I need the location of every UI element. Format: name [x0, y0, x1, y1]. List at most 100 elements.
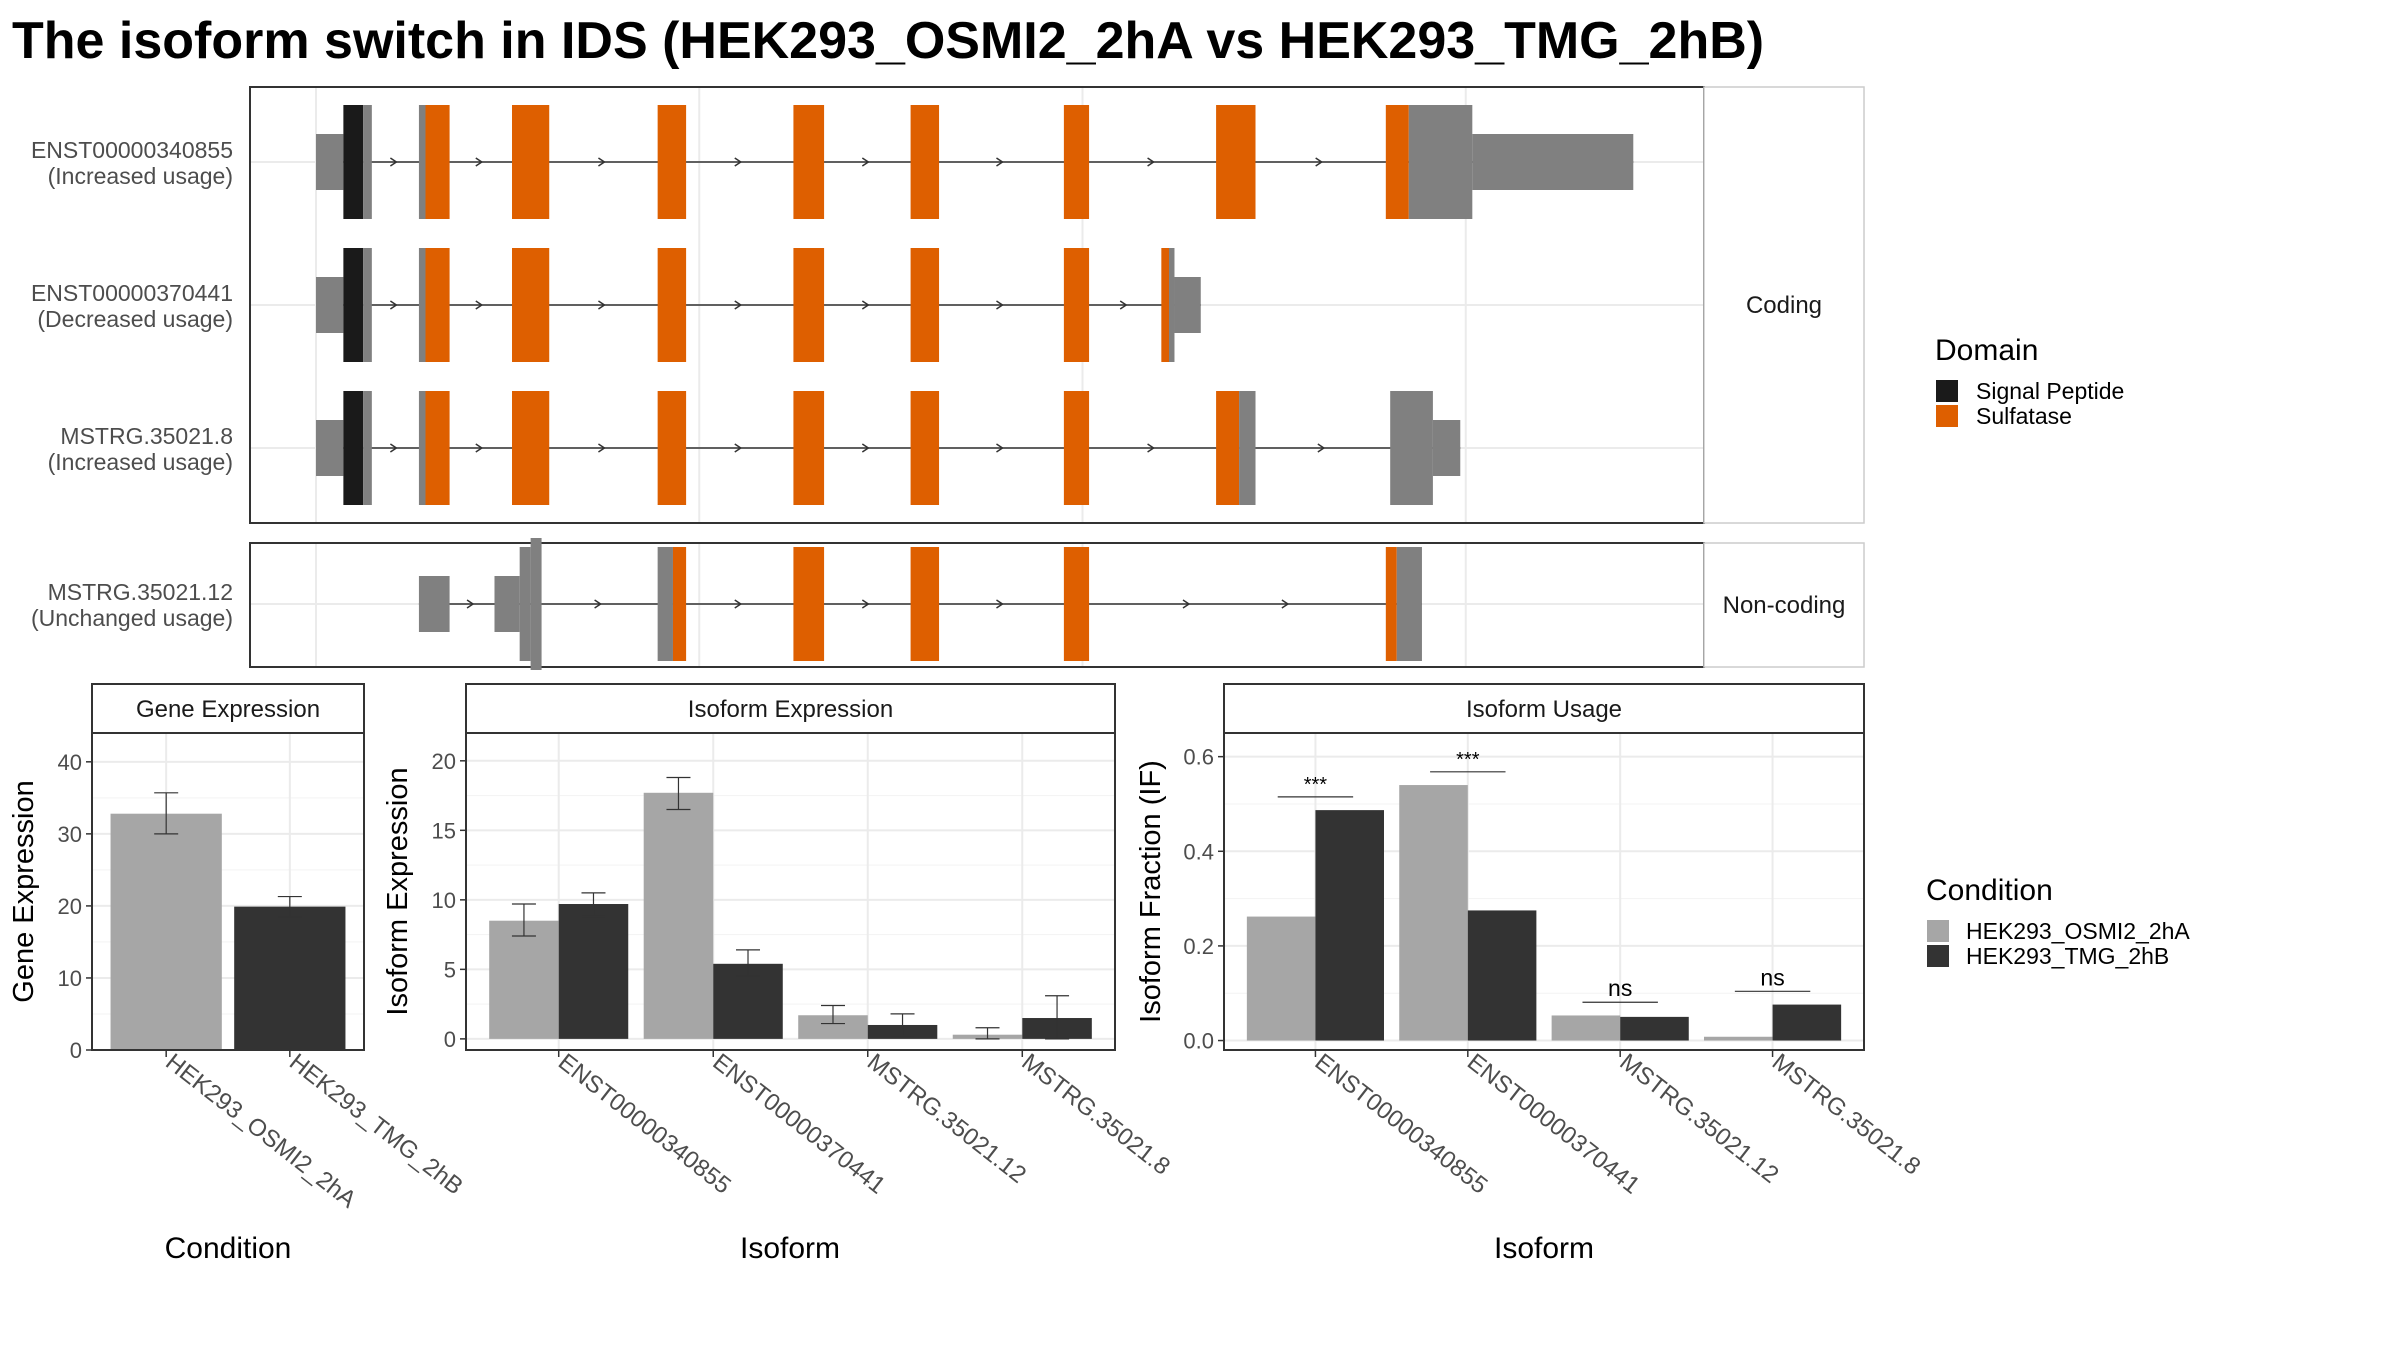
intron-arrow	[389, 157, 398, 167]
legend-label: HEK293_OSMI2_2hA	[1966, 918, 2190, 944]
y-tick-label: 0.0	[1183, 1029, 1214, 1054]
y-tick-label: 0.6	[1183, 745, 1214, 770]
figure-title: The isoform switch in IDS (HEK293_OSMI2_…	[12, 12, 1764, 70]
exon-utr	[316, 134, 344, 190]
intron-arrow	[598, 443, 606, 453]
exon-utr	[418, 105, 426, 219]
facet-label: Coding	[1746, 292, 1822, 319]
exon-utr	[418, 576, 450, 632]
domain-legend-title: Domain	[1935, 334, 2038, 367]
exon-utr	[363, 105, 372, 219]
exon-sulfatase	[657, 248, 687, 362]
exon-sulfatase	[512, 105, 550, 219]
intron-arrow	[734, 443, 743, 453]
y-tick-label: 0	[70, 1038, 82, 1063]
x-tick-label: MSTRG.35021.8	[1767, 1048, 1926, 1180]
x-tick-label: MSTRG.35021.12	[862, 1048, 1031, 1188]
facet-strip	[1703, 542, 1865, 668]
exon-sulfatase	[425, 105, 450, 219]
bar	[1399, 785, 1468, 1041]
chart-title-strip	[1223, 683, 1865, 734]
exon-sulfatase	[1063, 248, 1090, 362]
chart-title: Isoform Usage	[1466, 696, 1622, 723]
facet-strip	[1703, 86, 1865, 524]
exon-utr	[363, 391, 372, 505]
legend-label: Signal Peptide	[1976, 378, 2124, 404]
legend-key	[1927, 945, 1949, 967]
chart-title-strip	[91, 683, 365, 734]
y-axis-label: Isoform Fraction (IF)	[1135, 760, 1167, 1023]
y-tick-label: 20	[432, 749, 456, 774]
legend-label: HEK293_TMG_2hB	[1966, 943, 2169, 969]
exon-sulfatase	[1385, 547, 1397, 661]
transcript-id-label: MSTRG.35021.8	[60, 423, 233, 449]
transcript-usage-label: (Increased usage)	[48, 163, 233, 189]
significance-label: ***	[1456, 749, 1480, 771]
chart-title: Isoform Expression	[688, 696, 893, 723]
exon-utr	[1396, 547, 1422, 661]
bar	[234, 906, 346, 1050]
intron-arrow	[1147, 443, 1155, 453]
significance-label: ***	[1304, 774, 1328, 796]
bar	[1704, 1036, 1773, 1041]
transcript-usage-label: (Unchanged usage)	[31, 605, 233, 631]
legend-key	[1936, 405, 1958, 427]
intron-arrow	[598, 300, 606, 310]
intron-arrow	[1315, 157, 1324, 167]
bar	[1315, 810, 1384, 1041]
intron-arrow	[389, 443, 398, 453]
y-tick-label: 40	[58, 750, 82, 775]
exon-sulfatase	[672, 547, 687, 661]
exon-sulfatase	[512, 391, 550, 505]
exon-sulfatase	[910, 248, 940, 362]
bar	[110, 813, 222, 1050]
bar	[1467, 910, 1537, 1041]
intron-arrow	[861, 300, 870, 310]
intron-arrow	[861, 157, 870, 167]
exon-utr	[530, 538, 542, 670]
exon-sulfatase	[1216, 105, 1256, 219]
intron-arrow	[734, 300, 743, 310]
exon-sulfatase	[910, 105, 940, 219]
exon-utr	[1390, 391, 1433, 505]
exon-sulfatase	[425, 248, 450, 362]
bar	[1772, 1004, 1842, 1041]
transcript-id-label: ENST00000340855	[31, 137, 233, 163]
exon-utr	[1472, 134, 1634, 190]
y-tick-label: 5	[444, 957, 456, 982]
intron-arrow	[389, 300, 398, 310]
exon-utr	[1239, 391, 1256, 505]
transcript-id-label: MSTRG.35021.12	[48, 579, 233, 605]
bar	[643, 792, 714, 1039]
transcript-usage-label: (Increased usage)	[48, 449, 233, 475]
exon-utr	[1432, 420, 1461, 476]
exon-signal_peptide	[343, 391, 364, 505]
exon-sulfatase	[1063, 547, 1090, 661]
y-tick-label: 15	[432, 818, 456, 843]
y-tick-label: 20	[58, 894, 82, 919]
facet-label: Non-coding	[1723, 592, 1846, 619]
exon-utr	[316, 420, 344, 476]
intron-arrow	[734, 599, 743, 609]
transcript-usage-label: (Decreased usage)	[37, 306, 233, 332]
bar	[1620, 1016, 1689, 1041]
exon-sulfatase	[793, 391, 825, 505]
exon-utr	[363, 248, 372, 362]
exon-sulfatase	[657, 391, 687, 505]
intron-arrow	[1317, 443, 1326, 453]
chart-isoform-expression: 0 5 10 15 20 Isoform Expression ENST0000034085…	[382, 683, 1175, 1265]
intron-arrow	[861, 599, 870, 609]
intron-arrow	[996, 599, 1004, 609]
intron-arrow	[475, 300, 484, 310]
exon-sulfatase	[910, 391, 940, 505]
y-axis-label: Gene Expression	[8, 780, 40, 1002]
exon-sulfatase	[1385, 105, 1409, 219]
intron-arrow	[598, 157, 606, 167]
y-tick-label: 0	[444, 1027, 456, 1052]
legend-label: Sulfatase	[1976, 403, 2072, 429]
intron-arrow	[475, 157, 484, 167]
